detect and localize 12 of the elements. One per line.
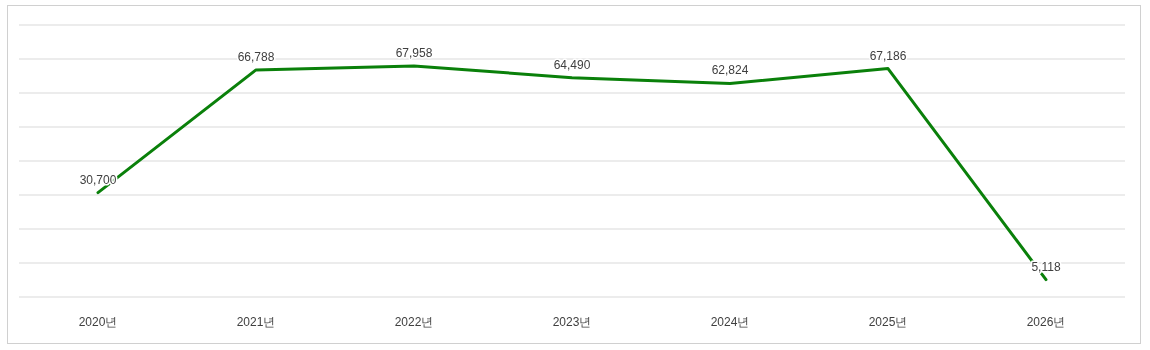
x-tick-label: 2020년 <box>78 315 118 329</box>
data-label: 67,958 <box>395 45 433 60</box>
data-label: 62,824 <box>711 63 749 78</box>
data-label: 66,788 <box>237 49 275 64</box>
data-label: 64,490 <box>553 57 591 72</box>
x-tick-label: 2026년 <box>1026 315 1066 329</box>
x-tick-label: 2021년 <box>236 315 276 329</box>
x-tick-label: 2023년 <box>552 315 592 329</box>
x-tick-label: 2022년 <box>394 315 434 329</box>
x-tick-label: 2024년 <box>710 315 750 329</box>
data-label: 67,186 <box>869 48 907 63</box>
x-tick-label: 2025년 <box>868 315 908 329</box>
